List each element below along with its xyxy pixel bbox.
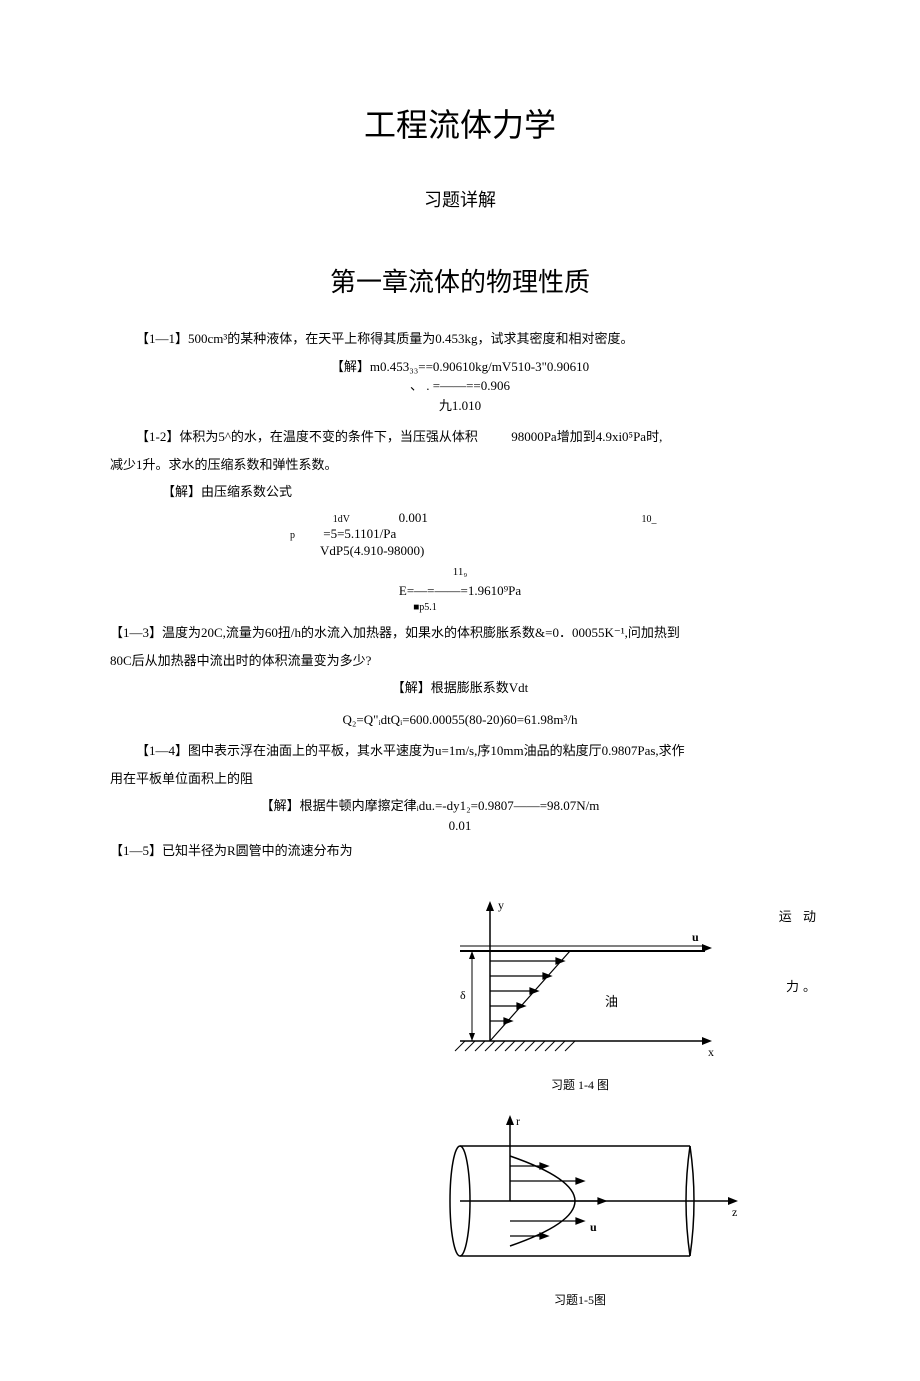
p3-question-line2: 80C后从加热器中流出时的体积流量变为多少?: [110, 651, 810, 671]
svg-text:z: z: [732, 1205, 737, 1219]
svg-text:油: 油: [605, 994, 618, 1009]
svg-text:y: y: [498, 898, 504, 912]
p2-q1b: 98000Pa增加到4.9xi0⁵Pa时,: [511, 429, 662, 444]
p2-f6: 11₉: [110, 564, 810, 581]
p2-question-line1: 【1-2】体积为5^的水，在温度不变的条件下，当压强从体积 98000Pa增加到…: [110, 427, 810, 447]
side-label-1: 运 动: [779, 906, 820, 925]
p4-question-line1: 【1—4】图中表示浮在油面上的平板，其水平速度为u=1m/s,序10mm油品的粘…: [110, 741, 810, 761]
svg-text:r: r: [516, 1114, 520, 1128]
p1-sol1: 【解】m0.453₃₃==0.90610kg/mV510-3"0.90610: [110, 357, 810, 377]
p1-question: 【1—1】500cm³的某种液体，在天平上称得其质量为0.453kg，试求其密度…: [110, 329, 810, 349]
p4-denom: 0.01: [110, 816, 810, 836]
p3-question-line1: 【1—3】温度为20C,流量为60扭/h的水流入加热器，如果水的体积膨胀系数&=…: [110, 623, 810, 643]
svg-text:u: u: [590, 1220, 597, 1234]
fig14-caption: 习题 1-4 图: [430, 1076, 730, 1093]
figure-1-5: r z u: [430, 1101, 750, 1281]
p5-question: 【1—5】已知半径为R圆管中的流速分布为: [110, 841, 810, 861]
p1-sol3: 九1.010: [110, 396, 810, 416]
svg-text:u: u: [692, 930, 699, 944]
p2-sol-label: 【解】由压缩系数公式: [162, 482, 810, 502]
p3-sol: 【解】根据膨胀系数Vdt: [110, 678, 810, 698]
p4-sol: 【解】根据牛顿内摩擦定律ᵢdu.=-dy1₂=0.9807——=98.07N/m: [50, 796, 810, 816]
p2-question-line2: 减少1升。求水的压缩系数和弹性系数。: [110, 455, 810, 475]
chapter-title: 第一章流体的物理性质: [110, 262, 810, 299]
p2-q1a: 【1-2】体积为5^的水，在温度不变的条件下，当压强从体积: [136, 429, 478, 444]
p2-formula: 1dV 0.001 10_ p =5=5.1101/Pa VdP5(4.910-…: [290, 510, 810, 561]
figure-1-4: y x: [430, 891, 730, 1071]
diagram-area: 运 动 力。 y x: [430, 891, 810, 1341]
p2-f8: ■p5.1: [40, 600, 810, 615]
svg-text:δ: δ: [460, 988, 466, 1002]
main-title: 工程流体力学: [110, 100, 810, 146]
p2-f7: E=—=——=1.9610⁹Pa: [110, 581, 810, 601]
subtitle: 习题详解: [110, 186, 810, 212]
p1-sol2: 、 . =——==0.906: [110, 376, 810, 396]
p4-question-line2: 用在平板单位面积上的阻: [110, 769, 810, 789]
side-label-2: 力。: [786, 976, 820, 995]
p3-f: Q₂=Q"ᵢdtQᵢ=600.00055(80-20)60=61.98m³/h: [110, 710, 810, 730]
svg-text:x: x: [708, 1045, 714, 1059]
fig15-caption: 习题1-5图: [430, 1291, 730, 1308]
